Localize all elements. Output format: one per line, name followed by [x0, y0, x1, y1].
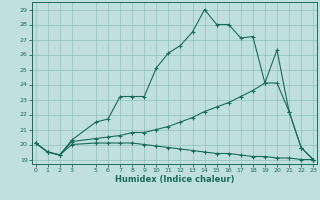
- X-axis label: Humidex (Indice chaleur): Humidex (Indice chaleur): [115, 175, 234, 184]
